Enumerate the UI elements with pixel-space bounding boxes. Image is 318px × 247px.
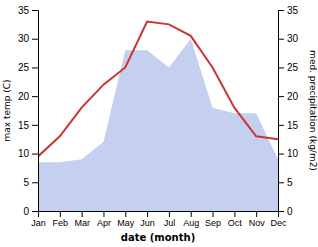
- tick-mark: [278, 96, 284, 97]
- chart: JanFebMarAprMayJunJulAugSepOctNovDec0510…: [0, 0, 318, 247]
- tick-label: 0: [287, 206, 293, 217]
- tick-label: Jul: [164, 218, 176, 228]
- tick: 20: [18, 91, 38, 102]
- tick-label: Mar: [74, 218, 90, 228]
- y-axis: 0 5 10 15 20 25 30 35: [18, 5, 39, 217]
- axis-line: [32, 11, 39, 212]
- temperature-line: [38, 21, 278, 156]
- tick: 5: [278, 177, 293, 188]
- tick-mark: [32, 182, 38, 183]
- x-axis: Jan Feb Mar Apr May Jun Jul Aug Sep Oct Nov Dec: [31, 211, 287, 228]
- tick: Nov: [249, 211, 266, 228]
- tick: 25: [18, 62, 38, 73]
- tick-mark: [60, 211, 61, 217]
- tick-label: Nov: [249, 218, 266, 228]
- tick-label: 30: [287, 33, 299, 44]
- tick: 15: [18, 120, 38, 131]
- tick-label: 5: [23, 177, 29, 188]
- tick: 30: [278, 33, 299, 44]
- plot: JanFebMarAprMayJunJulAugSepOctNovDec0510…: [18, 5, 299, 229]
- tick-label: 20: [287, 91, 299, 102]
- tick: 0: [23, 206, 38, 217]
- tick: Sep: [205, 211, 221, 228]
- tick-mark: [234, 211, 235, 217]
- axis-line: [39, 212, 279, 218]
- tick-label: 25: [287, 62, 299, 73]
- tick-label: Sep: [205, 218, 221, 228]
- tick-label: Jun: [140, 218, 155, 228]
- tick-label: 0: [23, 206, 29, 217]
- tick: 35: [278, 5, 299, 16]
- tick: 0: [278, 206, 293, 217]
- tick-label: Oct: [228, 218, 243, 228]
- tick-label: Aug: [183, 218, 199, 228]
- tick-label: 20: [18, 91, 30, 102]
- tick-mark: [278, 211, 284, 212]
- tick-mark: [191, 211, 192, 217]
- tick: Feb: [53, 211, 69, 228]
- tick-mark: [147, 211, 148, 217]
- y2-axis: 0 5 10 15 20 25 30 35: [278, 5, 299, 217]
- tick: Dec: [270, 211, 287, 228]
- tick-label: 15: [18, 120, 30, 131]
- tick-label: 35: [18, 5, 30, 16]
- tick-mark: [32, 39, 38, 40]
- tick: Aug: [183, 211, 199, 228]
- tick: Jul: [164, 211, 176, 228]
- tick: 30: [18, 33, 38, 44]
- tick-mark: [213, 211, 214, 217]
- tick: May: [117, 211, 135, 228]
- tick: Apr: [97, 211, 111, 228]
- y2-axis-title: med. precipitation (kg/m2): [308, 50, 318, 171]
- tick-mark: [125, 211, 126, 217]
- tick-mark: [82, 211, 83, 217]
- tick-label: Jan: [31, 218, 46, 228]
- tick-label: 5: [287, 177, 293, 188]
- tick-label: Dec: [270, 218, 287, 228]
- tick: 20: [278, 91, 299, 102]
- tick-mark: [278, 182, 284, 183]
- tick-mark: [169, 211, 170, 217]
- tick: Jan: [31, 211, 46, 228]
- tick-mark: [32, 154, 38, 155]
- axis-line: [279, 11, 285, 212]
- tick-mark: [278, 39, 284, 40]
- tick: Jun: [140, 211, 155, 228]
- tick-mark: [278, 125, 284, 126]
- tick: 10: [18, 148, 38, 159]
- tick: 25: [278, 62, 299, 73]
- tick: 15: [278, 120, 299, 131]
- tick-mark: [32, 211, 38, 212]
- tick-mark: [103, 211, 104, 217]
- tick-label: 30: [18, 33, 30, 44]
- tick-label: May: [117, 218, 135, 228]
- tick: Oct: [228, 211, 243, 228]
- tick: Mar: [74, 211, 90, 228]
- y-axis-title: max temp (C): [2, 79, 12, 141]
- tick-label: 10: [18, 148, 30, 159]
- tick-label: Feb: [53, 218, 69, 228]
- tick-mark: [278, 154, 284, 155]
- tick: 5: [23, 177, 38, 188]
- tick-label: 25: [18, 62, 30, 73]
- tick: 35: [18, 5, 38, 16]
- tick-mark: [256, 211, 257, 217]
- tick-mark: [32, 125, 38, 126]
- tick-label: 10: [287, 148, 299, 159]
- tick-mark: [278, 10, 284, 11]
- precipitation-area: [38, 39, 278, 211]
- tick-label: 15: [287, 120, 299, 131]
- tick-label: Apr: [97, 218, 111, 228]
- tick-mark: [32, 96, 38, 97]
- tick-mark: [32, 10, 38, 11]
- tick-label: 35: [287, 5, 299, 16]
- marks: [38, 21, 278, 211]
- tick-mark: [32, 67, 38, 68]
- x-axis-title: date (month): [121, 232, 195, 243]
- tick-mark: [278, 67, 284, 68]
- tick: 10: [278, 148, 299, 159]
